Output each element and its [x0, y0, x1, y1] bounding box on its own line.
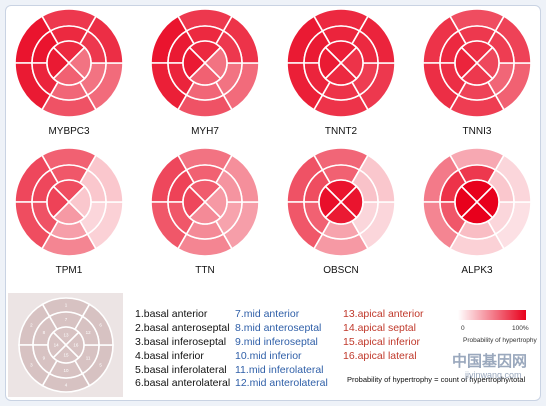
- bullseye-obscn: OBSCN: [286, 147, 396, 276]
- segment-number: 6: [99, 323, 102, 328]
- segment-number: 8: [43, 330, 46, 335]
- gene-label: TNNT2: [325, 126, 358, 137]
- reference-apical-segment: [64, 331, 85, 359]
- legend-item: 10.mid inferior: [235, 350, 302, 362]
- gene-label: MYBPC3: [48, 126, 90, 137]
- segment-number: 13: [63, 333, 69, 338]
- watermark-url: jiyinwang.com: [464, 370, 522, 380]
- segment-number: 4: [65, 383, 68, 388]
- bullseye-ttn: TTN: [150, 147, 260, 276]
- legend-item: 13.apical anterior: [343, 308, 424, 320]
- segment-number: 5: [99, 363, 102, 368]
- segment-number: 15: [63, 353, 69, 358]
- legend-item: 16.apical lateral: [343, 350, 417, 362]
- apical-segment-16: [203, 46, 228, 80]
- colorbar-min-label: 0: [461, 325, 465, 332]
- apical-segment-16: [203, 185, 228, 219]
- segment-number: 7: [65, 317, 68, 322]
- legend-basal: 1.basal anterior 2.basal anteroseptal 3.…: [135, 308, 230, 389]
- segment-number: 10: [63, 368, 69, 373]
- segment-number: 3: [30, 363, 33, 368]
- legend-mid: 7.mid anterior 8.mid anteroseptal 9.mid …: [235, 308, 328, 389]
- colorbar-title: Probability of hypertrophy: [463, 337, 537, 344]
- colorbar-max-label: 100%: [512, 325, 529, 332]
- colorbar: [458, 310, 526, 320]
- watermark-text: 中国基因网: [452, 352, 527, 370]
- gene-label: TNNI3: [463, 126, 492, 137]
- segment-number: 16: [73, 343, 79, 348]
- gene-label: ALPK3: [461, 265, 493, 276]
- legend-item: 1.basal anterior: [135, 308, 208, 320]
- legend-item: 5.basal inferolateral: [135, 364, 227, 376]
- segment-number: 2: [30, 323, 33, 328]
- gene-label: MYH7: [191, 126, 219, 137]
- legend-item: 8.mid anteroseptal: [235, 322, 321, 334]
- segment-number: 9: [43, 355, 46, 360]
- apical-segment-16: [475, 46, 500, 80]
- bullseye-mybpc3: MYBPC3: [14, 8, 124, 137]
- legend-item: 14.apical septal: [343, 322, 416, 334]
- gene-label: TTN: [195, 265, 214, 276]
- legend-item: 12.mid anterolateral: [235, 377, 328, 389]
- formula-text: Probability of hypertrophy = count of hy…: [347, 375, 526, 384]
- legend-item: 15.apical inferior: [343, 336, 421, 348]
- segment-number: 11: [86, 355, 91, 360]
- bullseye-tpm1: TPM1: [14, 147, 124, 276]
- bullseye-myh7: MYH7: [150, 8, 260, 137]
- legend-apical: 13.apical anterior 14.apical septal 15.a…: [343, 308, 424, 362]
- bullseye-alpk3: ALPK3: [422, 147, 532, 276]
- legend-item: 4.basal inferior: [135, 350, 204, 362]
- gene-label: TPM1: [56, 265, 83, 276]
- bullseye-tnni3: TNNI3: [422, 8, 532, 137]
- legend-item: 3.basal inferoseptal: [135, 336, 226, 348]
- segment-number: 1: [65, 303, 68, 308]
- apical-segment-16: [67, 185, 92, 219]
- legend-item: 9.mid inferoseptal: [235, 336, 318, 348]
- gene-label: OBSCN: [323, 265, 359, 276]
- segment-number: 14: [54, 343, 60, 348]
- bullseye-tnnt2: TNNT2: [286, 8, 396, 137]
- legend-item: 7.mid anterior: [235, 308, 300, 320]
- gene-bullseye-plots: MYBPC3 MYH7 TNNT2 TNNI3 TPM1 TTN OBSCN ALPK3: [14, 8, 532, 276]
- apical-segment-16: [339, 185, 364, 219]
- apical-segment-16: [339, 46, 364, 80]
- legend-item: 6.basal anterolateral: [135, 377, 230, 389]
- segment-number: 12: [86, 330, 92, 335]
- legend-item: 2.basal anteroseptal: [135, 322, 230, 334]
- apical-segment-16: [475, 185, 500, 219]
- apical-segment-16: [67, 46, 92, 80]
- legend-item: 11.mid inferolateral: [235, 364, 324, 376]
